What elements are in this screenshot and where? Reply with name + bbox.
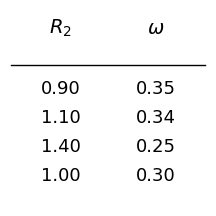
Text: 0.25: 0.25 xyxy=(135,138,176,156)
Text: 1.10: 1.10 xyxy=(41,109,80,127)
Text: 0.90: 0.90 xyxy=(41,79,80,98)
Text: 0.35: 0.35 xyxy=(135,79,176,98)
Text: 0.30: 0.30 xyxy=(136,167,175,185)
Text: $\mathbf{\it{R_2}}$: $\mathbf{\it{R_2}}$ xyxy=(49,17,72,39)
Text: 0.34: 0.34 xyxy=(135,109,176,127)
Text: $\mathbf{\it{\omega}}$: $\mathbf{\it{\omega}}$ xyxy=(147,19,164,38)
Text: 1.40: 1.40 xyxy=(41,138,80,156)
Text: 1.00: 1.00 xyxy=(41,167,80,185)
